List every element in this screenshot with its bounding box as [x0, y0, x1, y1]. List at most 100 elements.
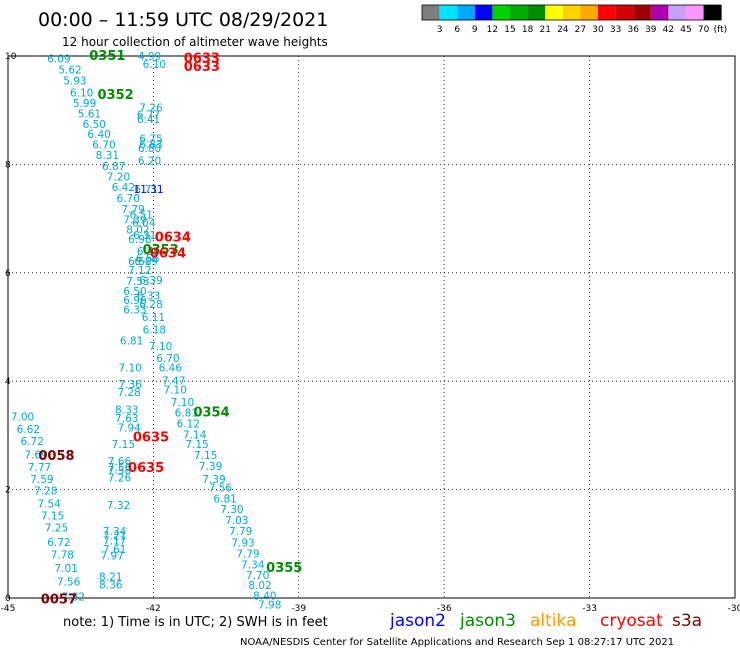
colorbar-label: 9 — [472, 25, 478, 35]
colorbar-border — [421, 4, 722, 21]
colorbar-swatch — [580, 5, 598, 20]
wave-height-label: 7.14 — [183, 429, 207, 441]
wave-height-label: 6.11 — [142, 312, 165, 324]
colorbar-label: 15 — [504, 25, 515, 35]
colorbar-swatch — [686, 5, 704, 20]
wave-height-label: 6.31 — [133, 230, 156, 242]
wave-height-label: 7.10 — [164, 384, 187, 396]
wave-height-label: 7.39 — [202, 474, 225, 486]
colorbar-swatch — [492, 5, 510, 20]
x-tick-label: -42 — [146, 604, 161, 614]
wave-height-label: 7.30 — [220, 504, 243, 516]
wave-height-label: 7.56 — [57, 577, 81, 589]
x-tick-label: -36 — [437, 604, 452, 614]
credit-line: NOAA/NESDIS Center for Satellite Applica… — [240, 637, 674, 648]
wave-height-label: 7.56 — [209, 482, 233, 494]
wave-height-label: 6.81 — [213, 493, 236, 505]
pass-number-label: 0354 — [193, 406, 229, 421]
pass-number-label: 0355 — [266, 561, 302, 576]
wave-height-label: 6.81 — [175, 408, 198, 420]
wave-height-label: 6.62 — [17, 424, 40, 436]
colorbar-unit: (ft) — [714, 25, 728, 35]
wave-height-label: 7.28 — [34, 486, 57, 498]
wave-height-label: 7.10 — [149, 341, 172, 353]
colorbar-label: 6 — [454, 25, 460, 35]
pass-number-label: 0635 — [128, 461, 164, 476]
wave-height-label: 6.42 — [112, 182, 135, 194]
wave-height-label: 7.56 — [108, 462, 132, 474]
legend-jason2: jason2 — [389, 611, 446, 631]
colorbar-label: 21 — [539, 25, 550, 35]
colorbar-swatch — [545, 5, 563, 20]
legend-altika: altika — [530, 611, 577, 631]
wave-height-label: 6.46 — [137, 246, 161, 258]
wave-height-label: 7.10 — [171, 397, 194, 409]
wave-height-label: 8.31 — [96, 150, 119, 162]
y-tick-label: 0 — [5, 594, 11, 604]
wave-height-label: 7.93 — [231, 538, 254, 550]
pass-number-label: 0635 — [133, 431, 169, 446]
x-tick-label: -45 — [1, 604, 16, 614]
x-tick-label: -39 — [291, 604, 306, 614]
wave-height-label: 8.02 — [248, 580, 271, 592]
wave-height-label: 6.28 — [139, 299, 162, 311]
x-tick-label: -33 — [582, 604, 597, 614]
wave-height-label: 8.21 — [99, 571, 122, 583]
wave-height-label: 6.10 — [70, 87, 93, 99]
wave-height-label: 8.36 — [99, 579, 123, 591]
wave-height-label: 7.77 — [28, 462, 51, 474]
wave-height-label: 7.15 — [41, 511, 64, 523]
wave-height-label: 7.03 — [225, 515, 248, 527]
wave-height-label: 8.33 — [115, 404, 138, 416]
wave-height-label: 6.70 — [117, 193, 140, 205]
wave-height-label: 6.39 — [139, 275, 162, 287]
wave-height-label: 6.33 — [137, 291, 160, 303]
wave-height-label: 4.99 — [138, 51, 161, 63]
wave-height-label: 7.39 — [199, 461, 222, 473]
pass-number-label: 0352 — [98, 88, 134, 103]
wave-height-label: 7.54 — [38, 499, 62, 511]
colorbar-label: 3 — [437, 25, 443, 35]
pass-number-label: 0353 — [143, 243, 179, 258]
colorbar-swatch — [668, 5, 686, 20]
y-tick-label: 8 — [5, 160, 11, 170]
wave-height-label: 7.01 — [54, 563, 77, 575]
colorbar-label: 12 — [487, 25, 498, 35]
wave-height-label: 6.56 — [136, 253, 160, 265]
colorbar-label: 30 — [592, 25, 604, 35]
colorbar-label: 18 — [522, 25, 534, 35]
footer-note: note: 1) Time is in UTC; 2) SWH is in fe… — [63, 615, 328, 630]
colorbar-label: 27 — [575, 25, 586, 35]
x-tick-labels: -45 -42 -39 -36 -33 -30 — [1, 604, 740, 614]
pass-number-label: 0057 — [41, 593, 77, 608]
wave-height-label: 6.46 — [159, 363, 183, 375]
wave-height-label: 6.20 — [138, 156, 161, 168]
wave-height-label: 6.71 — [134, 184, 157, 196]
wave-height-label: 6.77 — [137, 110, 160, 122]
wave-height-label: 5.62 — [58, 65, 81, 77]
wave-height-label: 6.33 — [123, 305, 146, 317]
colorbar-swatch — [562, 5, 581, 20]
wave-height-label: 6.50 — [123, 286, 146, 298]
wave-height-label: 7.32 — [107, 500, 130, 512]
colorbar-swatch — [703, 5, 722, 20]
wave-height-label: 6.83 — [139, 139, 162, 151]
colorbar-swatch — [615, 5, 634, 20]
colorbar-swatch — [527, 5, 546, 20]
colorbar-label: 42 — [663, 25, 674, 35]
colorbar-swatch — [650, 5, 669, 20]
wave-height-label: 7.12 — [128, 265, 151, 277]
wave-height-label: 7.15 — [112, 439, 135, 451]
x-tick-label: -30 — [728, 604, 740, 614]
colorbar-swatch — [598, 5, 616, 20]
wave-height-label: 7.47 — [162, 376, 185, 388]
wave-height-label: 6.72 — [47, 537, 70, 549]
colorbar-swatch — [633, 5, 651, 20]
y-tick-labels: 0 2 4 6 8 10 — [5, 52, 17, 604]
wave-height-label: 6.75 — [139, 133, 162, 145]
wave-height-label: 7.28 — [117, 387, 140, 399]
wave-height-label: 8.40 — [253, 590, 276, 602]
wave-height-label: 6.10 — [143, 59, 166, 71]
